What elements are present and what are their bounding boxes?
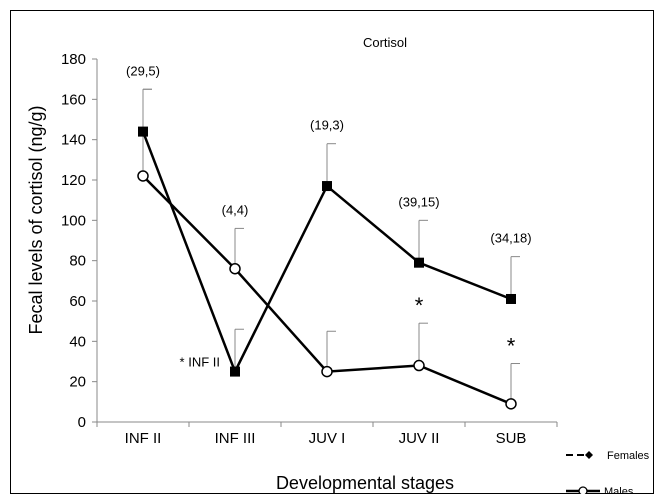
data-point-circle	[413, 359, 425, 372]
y-tick-label: 100	[61, 212, 86, 229]
chart-title: Cortisol	[363, 35, 407, 50]
y-tick-label: 120	[61, 172, 86, 189]
x-tick-label: JUV II	[399, 430, 440, 447]
data-point-circle	[229, 262, 241, 275]
data-point-square	[138, 126, 148, 137]
y-tick-label: 180	[61, 51, 86, 68]
sample-size-label: (19,3)	[310, 118, 344, 133]
y-tick-label: 20	[69, 374, 86, 391]
legend-marker-females	[585, 451, 593, 459]
data-point-square	[414, 257, 424, 268]
significance-note: * INF II	[180, 355, 220, 370]
y-tick-label: 160	[61, 91, 86, 108]
data-point-circle	[137, 170, 149, 182]
data-point-circle	[321, 365, 333, 378]
sample-size-label: (29,5)	[126, 63, 160, 78]
data-point-square	[322, 181, 332, 192]
y-tick-label: 60	[69, 293, 86, 310]
sample-size-label: (4,4)	[222, 202, 249, 217]
x-tick-label: JUV I	[309, 430, 346, 447]
legend: Females Males	[566, 450, 650, 494]
plot-area: 0 20 40 60 80 100 120 140 160 180 INF II INF III JUV…	[61, 51, 558, 447]
legend-marker-males	[578, 486, 588, 494]
data-point-square	[506, 293, 516, 304]
legend-label-females: Females	[607, 450, 650, 462]
y-tick-label: 140	[61, 132, 86, 149]
sample-size-label: (34,18)	[490, 231, 531, 246]
y-tick-label: 80	[69, 253, 86, 270]
y-axis-title: Fecal levels of cortisol (ng/g)	[26, 105, 46, 334]
legend-label-males: Males	[604, 486, 634, 494]
x-axis-title: Developmental stages	[276, 473, 454, 493]
y-tick-label: 0	[78, 414, 86, 431]
significance-star: *	[507, 334, 516, 359]
chart-frame	[10, 10, 654, 494]
data-point-square	[230, 366, 240, 377]
x-tick-label: SUB	[496, 430, 527, 447]
x-tick-label: INF III	[215, 430, 256, 447]
y-tick-label: 40	[69, 333, 86, 350]
data-point-circle	[505, 398, 517, 410]
x-tick-label: INF II	[125, 430, 162, 447]
significance-star: *	[415, 293, 424, 318]
sample-size-label: (39,15)	[398, 194, 439, 209]
